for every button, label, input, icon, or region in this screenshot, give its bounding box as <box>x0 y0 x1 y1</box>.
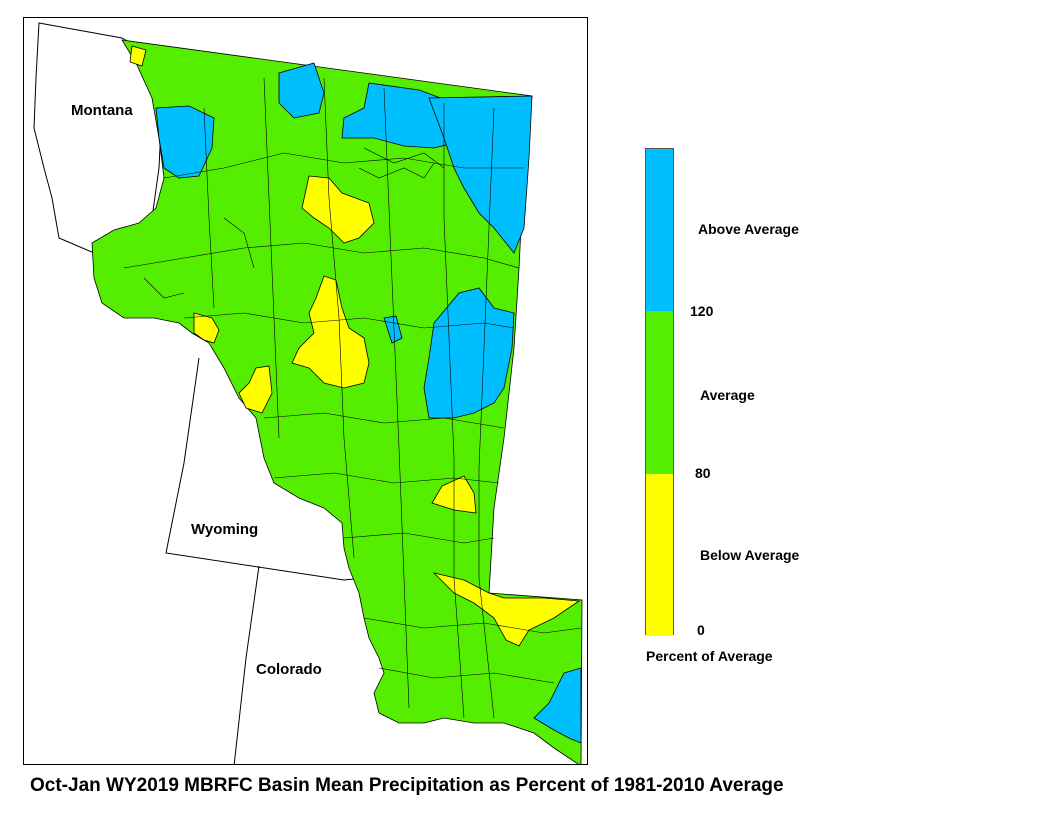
legend-label-below: Below Average <box>700 547 800 563</box>
legend-label-above: Above Average <box>698 221 799 237</box>
basin-below-south <box>432 572 581 647</box>
basin-regions <box>91 39 583 764</box>
legend-break-120: 120 <box>690 303 714 319</box>
legend-label-average: Average <box>700 387 755 403</box>
basin-above-north-1 <box>278 62 325 119</box>
legend-color-bar <box>645 148 674 636</box>
sub-basin-lines <box>123 77 582 719</box>
legend-swatch-below <box>646 474 673 636</box>
legend-break-0: 0 <box>697 622 705 638</box>
basin-below-southwest <box>238 365 273 414</box>
basin-map: Montana Wyoming Colorado <box>33 22 583 764</box>
colorado-boundary <box>233 565 260 764</box>
state-label-montana: Montana <box>71 102 133 119</box>
basin-above-northeast <box>428 95 533 254</box>
basin-above-east-small <box>383 315 403 344</box>
basin-below-north-edge <box>129 45 147 67</box>
legend-title: Percent of Average <box>646 648 773 664</box>
legend-swatch-above <box>646 149 673 311</box>
legend-break-80: 80 <box>695 465 711 481</box>
basin-below-central-north <box>301 175 375 244</box>
map-title: Oct-Jan WY2019 MBRFC Basin Mean Precipit… <box>30 775 784 796</box>
basin-below-central <box>291 275 370 389</box>
basin-above-west <box>155 105 215 179</box>
state-label-wyoming: Wyoming <box>191 521 258 538</box>
basin-above-southeast <box>533 667 582 744</box>
map-frame: Montana Wyoming Colorado <box>23 17 588 765</box>
basin-below-west <box>193 312 220 344</box>
wyoming-boundary <box>165 357 365 581</box>
legend-swatch-average <box>646 311 673 474</box>
state-label-colorado: Colorado <box>256 661 322 678</box>
basin-above-east <box>423 287 515 419</box>
